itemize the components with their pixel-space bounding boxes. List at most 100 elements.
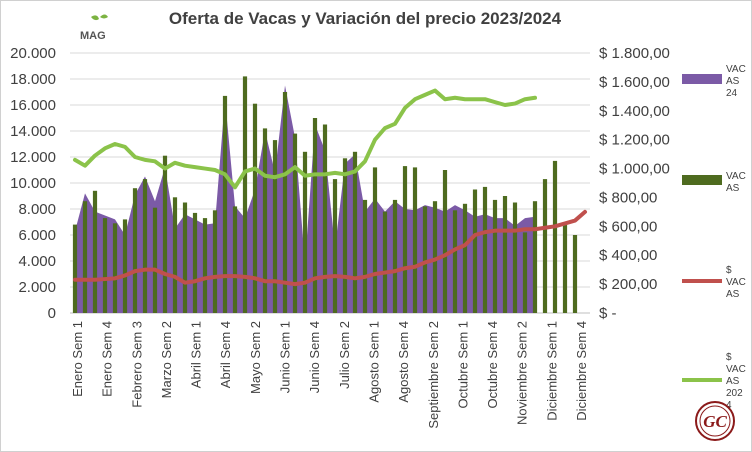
leaf-icon-2 — [100, 14, 108, 19]
bar-vacas — [442, 170, 448, 313]
left-axis-tick-label: 4.000 — [18, 253, 56, 270]
bar-vacas — [512, 202, 518, 313]
bar-vacas — [272, 140, 278, 313]
bar-vacas — [342, 158, 348, 313]
legend-label: AS — [726, 289, 740, 300]
left-axis-tick-label: 0 — [48, 305, 56, 322]
gc-badge: GC — [695, 401, 735, 441]
legend-swatch — [682, 175, 722, 185]
bar-vacas — [562, 222, 568, 313]
bar-vacas — [172, 197, 178, 313]
bar-vacas — [502, 196, 508, 313]
right-axis-tick-label: $ 1.000,00 — [599, 161, 670, 178]
x-axis-tick-label: Marzo Sem 2 — [159, 321, 174, 398]
right-axis-tick-label: $ 1.600,00 — [599, 74, 670, 91]
x-axis-tick-label: Diciembre Sem 4 — [574, 321, 589, 421]
bar-vacas — [452, 210, 458, 313]
legend-label: VAC — [726, 277, 746, 288]
left-axis-tick-label: 14.000 — [10, 123, 56, 140]
x-axis-tick-label: Enero Sem 1 — [70, 321, 85, 397]
bar-vacas — [482, 186, 488, 313]
x-axis-tick-label: Febrero Sem 3 — [129, 321, 144, 408]
bar-vacas — [362, 199, 368, 313]
right-axis-tick-label: $ 400,00 — [599, 247, 657, 264]
right-axis-tick-label: $ 1.200,00 — [599, 132, 670, 149]
bar-vacas — [522, 232, 528, 313]
bar-vacas — [122, 219, 128, 313]
bar-vacas — [492, 199, 498, 313]
gc-badge-ring — [695, 401, 735, 441]
legend-label: $ — [726, 352, 732, 363]
left-axis-ticks: 0 2.000 4.000 6.000 8.000 10.000 12.000 14.000 1… — [10, 45, 56, 322]
bar-vacas — [422, 206, 428, 313]
area-series-layer — [75, 85, 535, 313]
left-axis-tick-label: 2.000 — [18, 279, 56, 296]
left-axis-tick-label: 12.000 — [10, 149, 56, 166]
x-axis-tick-label: Agosto Sem 4 — [396, 321, 411, 403]
legend-label: VAC — [726, 364, 746, 375]
bar-vacas — [382, 211, 388, 313]
bar-vacas — [202, 218, 208, 313]
left-axis-tick-label: 6.000 — [18, 227, 56, 244]
bar-vacas — [222, 95, 228, 314]
legend-label: AS — [726, 76, 740, 87]
mag-logo: MAG — [80, 14, 108, 42]
bar-vacas — [92, 190, 98, 313]
bar-vacas — [82, 201, 88, 313]
bar-vacas — [252, 103, 258, 313]
leaf-icon — [91, 15, 99, 21]
legend-label: VAC — [726, 171, 746, 182]
x-axis-ticks: Enero Sem 1 Enero Sem 4 Febrero Sem 3 Marzo… — [70, 321, 589, 429]
mag-logo-text: MAG — [80, 30, 106, 42]
bar-vacas — [152, 207, 158, 313]
bar-vacas — [352, 151, 358, 313]
legend-label: 202 — [726, 388, 743, 399]
bar-vacas — [432, 201, 438, 313]
x-axis-tick-label: Septiembre Sem 2 — [426, 321, 441, 429]
bar-vacas — [462, 203, 468, 313]
bar-vacas — [102, 218, 108, 313]
x-axis-tick-label: Julio Sem 2 — [337, 321, 352, 389]
bar-vacas — [322, 124, 328, 313]
line-vacas — [73, 209, 587, 287]
bar-vacas — [132, 188, 138, 313]
x-axis-tick-label: Abril Sem 1 — [189, 321, 204, 388]
right-axis-tick-label: $ - — [599, 305, 617, 322]
legend-label: AS — [726, 183, 740, 194]
bar-vacas — [572, 235, 578, 313]
chart-title: Oferta de Vacas y Variación del precio 2… — [169, 9, 562, 28]
x-axis-tick-label: Agosto Sem 1 — [367, 321, 382, 403]
line-series-layer — [73, 88, 587, 287]
right-axis-tick-label: $ 1.800,00 — [599, 45, 670, 62]
bar-vacas — [162, 155, 168, 313]
bar-vacas — [262, 128, 268, 313]
legend-label: VAC — [726, 64, 746, 75]
bar-vacas — [212, 210, 218, 313]
gc-badge-inner-ring — [699, 405, 731, 437]
legend-label: 4 — [726, 400, 732, 411]
x-axis-tick-label: Enero Sem 4 — [100, 321, 115, 397]
bar-vacas — [142, 179, 148, 313]
area-vacas-24 — [75, 85, 535, 313]
bar-vacas — [72, 224, 78, 313]
bar-vacas — [282, 92, 288, 313]
bar-vacas — [402, 166, 408, 313]
line-vacas-2024 — [73, 88, 537, 190]
left-axis-tick-label: 10.000 — [10, 175, 56, 192]
bar-vacas — [182, 202, 188, 313]
left-axis-tick-label: 20.000 — [10, 45, 56, 62]
left-axis-tick-label: 18.000 — [10, 71, 56, 88]
bar-vacas — [552, 160, 558, 313]
bar-vacas — [232, 206, 238, 313]
bar-vacas — [292, 133, 298, 313]
legend-label: $ — [726, 265, 732, 276]
legend-swatch — [682, 74, 722, 84]
bar-vacas — [312, 118, 318, 313]
bar-series-layer — [72, 76, 578, 314]
right-axis-tick-label: $ 600,00 — [599, 218, 657, 235]
bar-vacas — [192, 212, 198, 313]
bar-vacas — [392, 199, 398, 313]
x-axis-tick-label: Octubre Sem 1 — [455, 321, 470, 408]
